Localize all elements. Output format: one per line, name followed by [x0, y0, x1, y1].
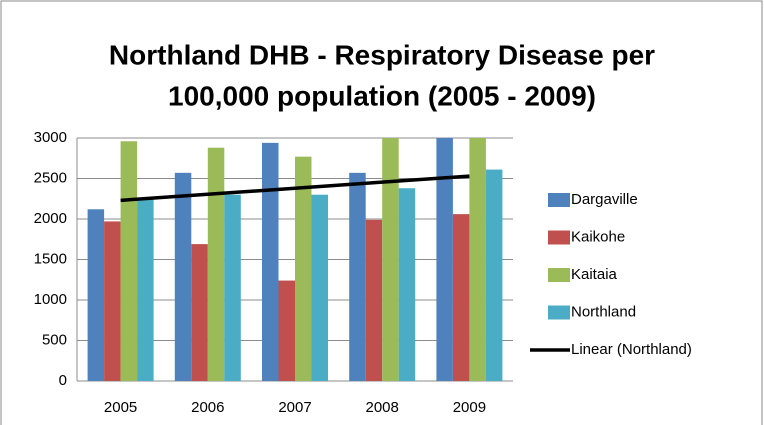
legend-swatch	[548, 230, 570, 245]
bar	[436, 138, 453, 381]
bar	[262, 142, 279, 381]
legend-swatch	[548, 268, 570, 282]
bar	[137, 198, 154, 381]
bar	[485, 169, 503, 381]
legend-swatch	[548, 305, 570, 320]
legend-label: Linear (Northland)	[571, 341, 692, 358]
y-tick-label: 1000	[34, 291, 67, 308]
legend-label: Dargaville	[571, 191, 638, 208]
legend-label: Northland	[571, 303, 636, 320]
bar	[104, 221, 121, 381]
bar	[278, 280, 295, 381]
bar	[349, 172, 366, 381]
x-tick-label: 2005	[104, 399, 137, 416]
legend-label: Kaikohe	[571, 228, 625, 245]
chart-title: 100,000 population (2005 - 2009)	[168, 80, 596, 111]
bar	[398, 188, 416, 381]
bar	[452, 214, 470, 381]
legend-swatch	[548, 193, 570, 207]
bar	[191, 244, 208, 381]
bar	[365, 219, 383, 381]
x-tick-label: 2006	[191, 399, 224, 416]
x-tick-label: 2008	[366, 399, 399, 416]
bar	[469, 138, 486, 381]
y-tick-label: 0	[59, 372, 67, 389]
y-tick-label: 2000	[34, 210, 67, 227]
y-tick-label: 3000	[34, 129, 67, 146]
trend-line	[120, 174, 470, 203]
x-tick-label: 2009	[453, 399, 486, 416]
bar	[87, 209, 105, 381]
bar	[207, 147, 225, 381]
y-tick-label: 2500	[34, 169, 67, 186]
chart-title: Northland DHB - Respiratory Disease per	[109, 39, 655, 70]
bar	[174, 172, 192, 381]
bar	[295, 156, 312, 381]
bar	[120, 141, 138, 381]
x-tick-label: 2007	[278, 399, 311, 416]
legend-label: Kaitaia	[571, 266, 618, 283]
bar	[382, 138, 399, 381]
bar	[224, 194, 241, 381]
y-tick-label: 1500	[34, 250, 67, 267]
bar	[311, 194, 328, 381]
y-tick-label: 500	[42, 331, 67, 348]
